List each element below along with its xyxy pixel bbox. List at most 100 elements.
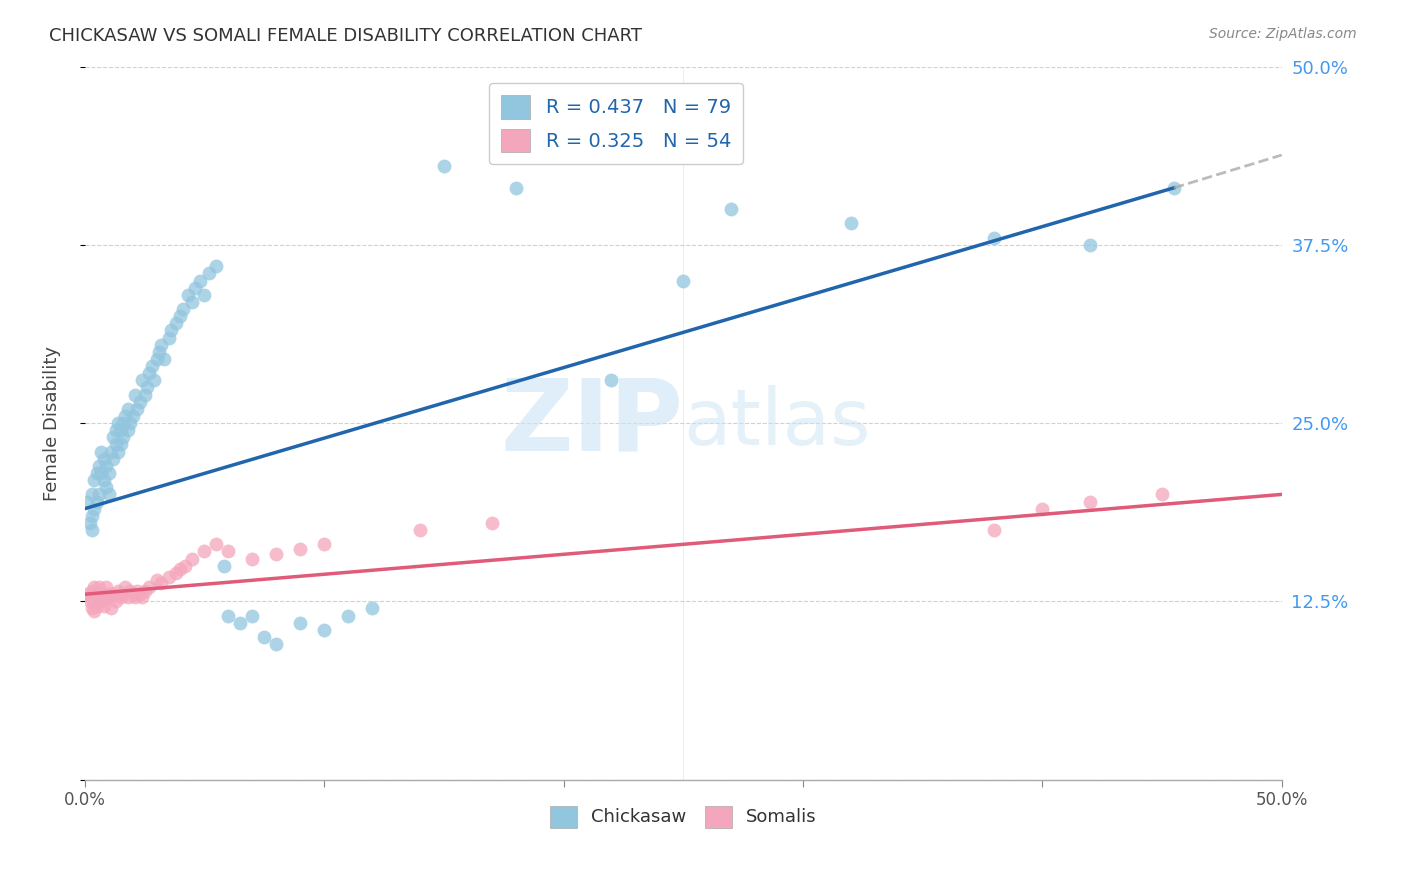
Point [110, 423, 132, 437]
Point [839, 217, 862, 231]
Point [83, 604, 105, 618]
Point [80, 584, 103, 599]
Point [128, 394, 150, 409]
Point [76, 587, 98, 601]
Point [127, 401, 149, 416]
Point [79, 516, 101, 530]
Point [152, 351, 174, 366]
Point [150, 575, 173, 590]
Point [114, 580, 136, 594]
Point [80, 487, 103, 501]
Point [150, 337, 173, 351]
Point [131, 373, 153, 387]
Point [93, 590, 115, 604]
Point [205, 537, 228, 551]
Point [983, 523, 1005, 537]
Point [174, 558, 197, 573]
Point [138, 580, 160, 594]
Point [1150, 487, 1173, 501]
Point [90, 587, 112, 601]
Point [120, 584, 142, 599]
Point [86, 466, 108, 480]
Point [100, 601, 122, 615]
Point [672, 273, 695, 287]
Point [87, 458, 110, 473]
Point [80, 523, 103, 537]
Point [131, 590, 153, 604]
Point [181, 551, 204, 566]
Point [264, 637, 287, 651]
Point [86, 599, 108, 613]
Point [103, 587, 125, 601]
Text: Source: ZipAtlas.com: Source: ZipAtlas.com [1209, 27, 1357, 41]
Point [193, 287, 215, 301]
Point [124, 590, 146, 604]
Point [148, 344, 170, 359]
Point [117, 401, 139, 416]
Point [720, 202, 742, 217]
Text: ZIP: ZIP [501, 375, 683, 472]
Point [169, 561, 191, 575]
Point [188, 273, 211, 287]
Point [337, 608, 360, 623]
Y-axis label: Female Disability: Female Disability [44, 345, 60, 500]
Point [134, 584, 156, 599]
Point [1163, 181, 1185, 195]
Point [97, 466, 120, 480]
Point [104, 423, 127, 437]
Point [290, 541, 312, 556]
Point [96, 458, 118, 473]
Point [184, 280, 207, 294]
Point [107, 444, 129, 458]
Point [143, 373, 166, 387]
Point [181, 294, 204, 309]
Point [90, 594, 112, 608]
Point [104, 594, 127, 608]
Point [107, 416, 129, 430]
Point [117, 423, 139, 437]
Point [96, 480, 118, 494]
Point [96, 580, 118, 594]
Point [314, 623, 336, 637]
Point [145, 573, 167, 587]
Point [176, 287, 198, 301]
Point [90, 444, 112, 458]
Point [121, 587, 143, 601]
Point [136, 380, 159, 394]
Point [86, 494, 108, 508]
Point [86, 587, 108, 601]
Point [80, 508, 103, 523]
Point [253, 630, 276, 644]
Point [121, 409, 143, 423]
Point [97, 590, 120, 604]
Point [165, 316, 187, 330]
Point [217, 544, 239, 558]
Point [104, 437, 127, 451]
Point [90, 466, 112, 480]
Point [217, 608, 239, 623]
Point [172, 301, 194, 316]
Point [124, 387, 146, 401]
Point [79, 594, 101, 608]
Point [983, 231, 1005, 245]
Point [83, 473, 105, 487]
Point [505, 181, 527, 195]
Point [93, 599, 115, 613]
Point [212, 558, 235, 573]
Point [93, 473, 115, 487]
Point [83, 580, 105, 594]
Text: CHICKASAW VS SOMALI FEMALE DISABILITY CORRELATION CHART: CHICKASAW VS SOMALI FEMALE DISABILITY CO… [49, 27, 643, 45]
Point [290, 615, 312, 630]
Point [110, 437, 132, 451]
Point [127, 584, 149, 599]
Point [112, 587, 135, 601]
Point [112, 416, 135, 430]
Point [97, 587, 120, 601]
Point [87, 487, 110, 501]
Point [314, 537, 336, 551]
Point [481, 516, 503, 530]
Point [138, 366, 160, 380]
Point [433, 160, 456, 174]
Point [112, 430, 135, 444]
Point [100, 444, 122, 458]
